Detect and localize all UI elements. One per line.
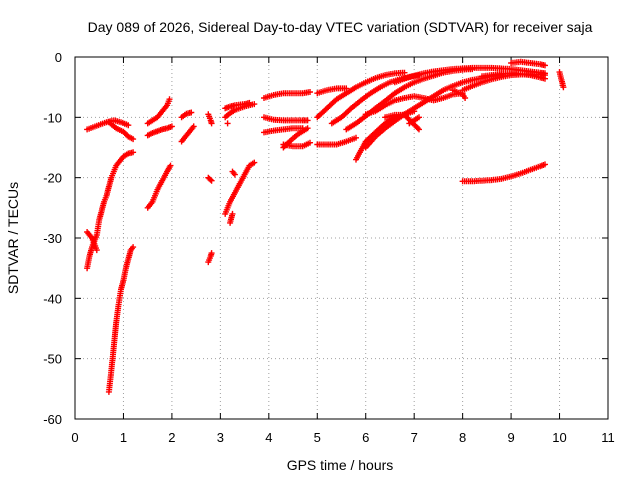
data-point-marker: [246, 99, 253, 106]
data-point-marker: [130, 136, 137, 143]
data-point-marker: [414, 125, 421, 132]
x-tick-label: 6: [362, 430, 369, 445]
data-point-marker: [188, 109, 195, 116]
y-tick-label: -60: [43, 412, 62, 427]
x-tick-label: 11: [601, 430, 615, 445]
data-point-marker: [401, 69, 408, 76]
data-point-marker: [93, 247, 100, 254]
data-point-marker: [208, 250, 215, 257]
x-tick-label: 2: [168, 430, 175, 445]
plot-frame: [74, 56, 609, 420]
x-tick-label: 7: [411, 430, 418, 445]
data-point-marker: [251, 159, 258, 166]
y-axis-label: SDTVAR / TECUs: [5, 182, 21, 294]
x-tick-label: 9: [507, 430, 514, 445]
x-tick-label: 5: [314, 430, 321, 445]
data-point-marker: [167, 162, 174, 169]
chart-title: Day 089 of 2026, Sidereal Day-to-day VTE…: [88, 19, 593, 35]
x-tick-label: 1: [120, 430, 127, 445]
data-point-marker: [207, 176, 214, 183]
data-point-marker: [229, 168, 236, 175]
data-point-marker: [166, 96, 173, 103]
data-point-marker: [542, 75, 548, 82]
x-tick-label: 8: [459, 430, 466, 445]
data-point-marker: [304, 117, 311, 124]
y-tick-label: -30: [43, 231, 62, 246]
data-point-marker: [130, 244, 137, 251]
data-point-marker: [208, 177, 215, 184]
data-point-marker: [168, 123, 175, 130]
data-point-marker: [190, 123, 197, 130]
grid-lines: [75, 57, 608, 419]
data-point-marker: [353, 134, 359, 141]
data-points: [84, 58, 567, 395]
y-tick-label: 0: [55, 50, 62, 65]
data-point-marker: [229, 210, 236, 217]
data-point-marker: [208, 120, 215, 127]
data-point-marker: [130, 149, 137, 156]
x-tick-label: 10: [552, 430, 566, 445]
data-point-marker: [416, 114, 422, 121]
data-point-marker: [307, 89, 313, 95]
data-point-marker: [542, 161, 548, 168]
x-tick-label: 4: [265, 430, 272, 445]
data-point-marker: [224, 120, 231, 127]
x-tick-label: 3: [217, 430, 224, 445]
data-point-marker: [542, 62, 548, 69]
data-point-marker: [125, 122, 132, 129]
data-point-marker: [251, 101, 258, 108]
data-point-marker: [307, 139, 313, 146]
y-tick-label: -40: [43, 291, 62, 306]
data-point-marker: [462, 95, 469, 101]
y-tick-label: -20: [43, 171, 62, 186]
data-point-marker: [304, 125, 311, 132]
y-tick-label: -50: [43, 352, 62, 367]
y-tick-label: -10: [43, 110, 62, 125]
axis-ticks: 0 1 2 3 4 5 6 7 8 9 10 11 0 -10 -20 -30 -40 -50 -60: [43, 50, 615, 445]
x-tick-label: 0: [71, 430, 78, 445]
data-point-marker: [416, 126, 422, 133]
x-axis-label: GPS time / hours: [287, 457, 394, 473]
data-point-marker: [560, 84, 567, 91]
